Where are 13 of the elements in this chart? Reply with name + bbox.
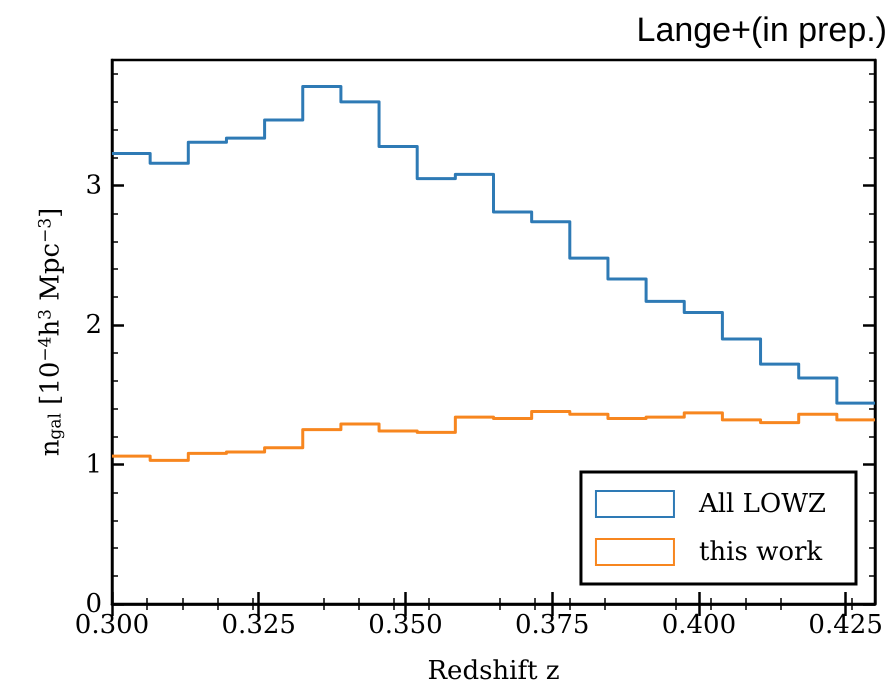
- x-tick-label: 0.325: [222, 610, 296, 640]
- x-tick-label: 0.425: [808, 610, 883, 640]
- x-tick-label: 0.350: [368, 610, 443, 640]
- x-axis-title: Redshift z: [427, 656, 560, 686]
- chart-title: Lange+(in prep.): [636, 11, 887, 49]
- y-tick-label: 1: [85, 450, 102, 480]
- y-tick-label: 3: [85, 170, 102, 201]
- x-tick-label: 0.400: [662, 610, 736, 640]
- y-tick-label: 2: [85, 310, 102, 340]
- text: ngal [10−4h3 Mpc−3]: [36, 208, 66, 456]
- legend-label: All LOWZ: [698, 489, 826, 519]
- legend-label: this work: [698, 537, 822, 567]
- x-tick-label: 0.375: [514, 610, 590, 640]
